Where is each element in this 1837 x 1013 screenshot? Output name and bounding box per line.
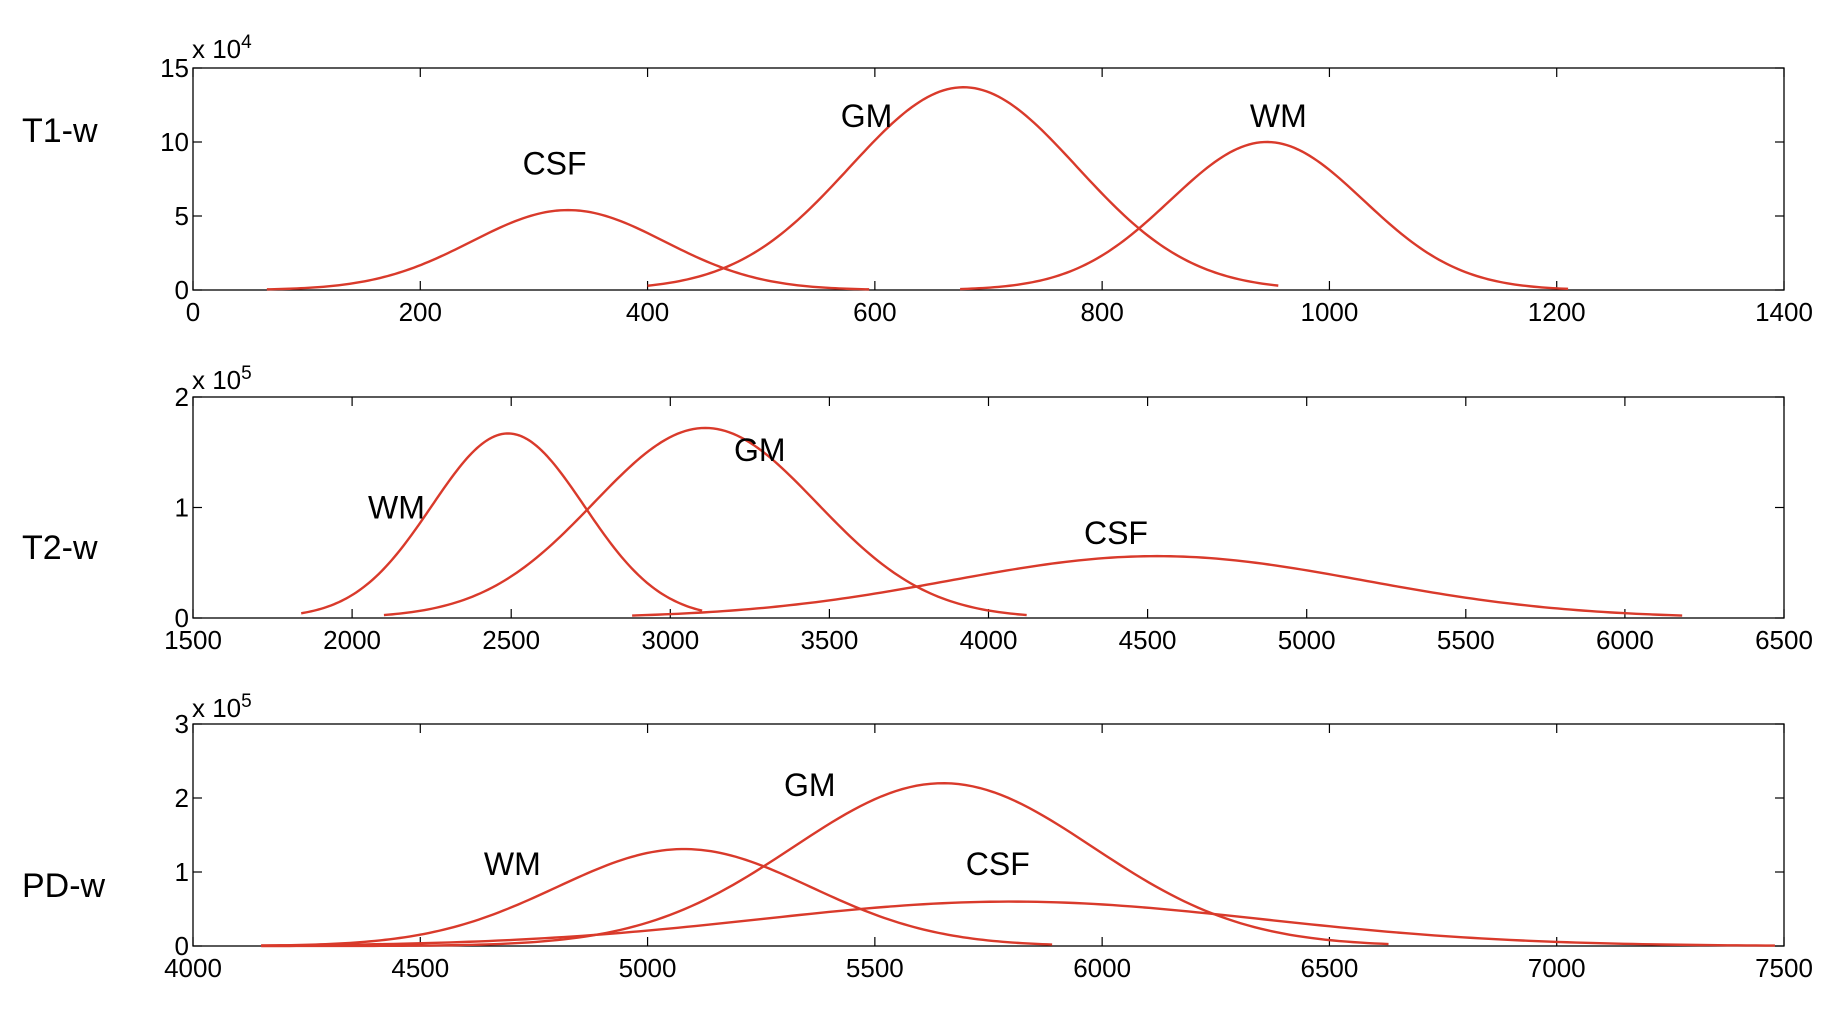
t1-w-x-tick-label: 200 [399,297,442,327]
t2-w-y-tick-label: 0 [175,603,189,633]
t1w-panel: T1-w x 104 0 200 400 600 800 1000 1200 1400 0 5 10… [22,32,1813,327]
t1-w-annotation-gm: GM [841,98,893,134]
t2-w-y-tick-label: 1 [175,493,189,523]
pd-w-y-tick-label: 0 [175,931,189,961]
t1w-multiplier-exp: 4 [241,32,252,53]
pd-w-annotation-gm: GM [784,767,836,803]
pd-w-x-tick-label: 4500 [391,953,449,983]
pd-w-x-tick-label: 7000 [1528,953,1586,983]
pdw-row-label: PD-w [22,867,106,905]
t2-w-x-tick-label: 1500 [164,625,222,655]
t2-w-x-tick-label: 4000 [960,625,1018,655]
t2-w-annotation-csf: CSF [1084,515,1148,551]
pd-w-y-tick-label: 1 [175,857,189,887]
pd-w-axes-frame [192,723,1785,947]
t1-w-annotation-wm: WM [1250,98,1307,134]
t2-w-annotation-gm: GM [734,432,786,468]
pd-w-curve-wm [261,847,1053,947]
t2w-plot-area: 1500 2000 2500 3000 3500 4000 4500 5000 5500 6000… [164,382,1813,655]
t1-w-y-tick-label: 0 [175,275,189,305]
t2w-y-multiplier: x 105 [192,363,252,395]
pdw-plot-area: 4000 4500 5000 5500 6000 6500 7000 7500 0 1 2 3 WM GM… [164,709,1813,983]
t1-w-x-tick-label: 1200 [1528,297,1586,327]
t1-w-y-tick-label: 15 [160,53,189,83]
t1w-multiplier-base: x 10 [192,34,241,64]
pd-w-x-tick-label: 7500 [1755,953,1813,983]
t1w-row-label: T1-w [22,112,98,150]
t2w-multiplier-base: x 10 [192,365,241,395]
pdw-y-multiplier: x 105 [192,691,252,723]
t2-w-x-tick-label: 2500 [482,625,540,655]
t2-w-curve-csf [632,554,1683,617]
pd-w-y-tick-label: 2 [175,783,189,813]
svg-text:x 105: x 105 [192,363,252,395]
t1-w-x-tick-label: 400 [626,297,669,327]
t1-w-y-tick-label: 5 [175,201,189,231]
t2-w-x-tick-label: 5500 [1437,625,1495,655]
pd-w-x-tick-label: 5500 [846,953,904,983]
t1-w-x-tick-label: 600 [853,297,896,327]
pdw-multiplier-base: x 10 [192,693,241,723]
t2-w-x-tick-label: 4500 [1119,625,1177,655]
t1-w-curve-csf [266,208,870,291]
t1-w-x-tick-label: 0 [186,297,200,327]
t1-w-x-tick-label: 800 [1080,297,1123,327]
t1w-plot-area: 0 200 400 600 800 1000 1200 1400 0 5 10 15 CSF GM WM [160,53,1813,327]
t1w-y-multiplier: x 104 [192,32,252,64]
t2-w-x-tick-label: 6500 [1755,625,1813,655]
t1-w-y-tick-label: 10 [160,127,189,157]
t2w-multiplier-exp: 5 [241,363,252,384]
t2-w-x-tick-label: 5000 [1278,625,1336,655]
t2-w-annotation-wm: WM [368,490,425,526]
t2-w-y-tick-label: 2 [175,382,189,412]
pd-w-x-tick-label: 5000 [619,953,677,983]
t2-w-x-tick-label: 3500 [800,625,858,655]
pd-w-curve-csf [261,900,1775,947]
t1-w-curve-gm [647,86,1279,287]
pd-w-annotation-csf: CSF [966,846,1030,882]
t1-w-annotation-csf: CSF [523,146,587,182]
svg-text:x 104: x 104 [192,32,252,64]
pd-w-annotation-wm: WM [484,846,541,882]
pd-w-x-tick-label: 6500 [1301,953,1359,983]
t2-w-x-tick-label: 2000 [323,625,381,655]
pd-w-curve-gm [261,782,1389,948]
svg-text:x 105: x 105 [192,691,252,723]
pd-w-x-tick-label: 4000 [164,953,222,983]
t1-w-axes-frame [192,67,1785,291]
t2-w-x-tick-label: 3000 [641,625,699,655]
t2-w-curve-gm [383,426,1027,617]
pd-w-x-tick-label: 6000 [1073,953,1131,983]
t1-w-curve-wm [960,140,1569,291]
t2w-row-label: T2-w [22,529,98,567]
pd-w-y-tick-label: 3 [175,709,189,739]
t1-w-x-tick-label: 1400 [1755,297,1813,327]
t1-w-x-tick-label: 1000 [1301,297,1359,327]
t2-w-x-tick-label: 6000 [1596,625,1654,655]
t2w-panel: T2-w x 105 1500 2000 2500 3000 3500 4000 4500 5… [22,363,1813,655]
pdw-multiplier-exp: 5 [241,691,252,712]
pdw-panel: PD-w x 105 4000 4500 5000 5500 6000 6500 7000 7… [22,691,1813,983]
t2-w-curve-wm [300,432,703,615]
